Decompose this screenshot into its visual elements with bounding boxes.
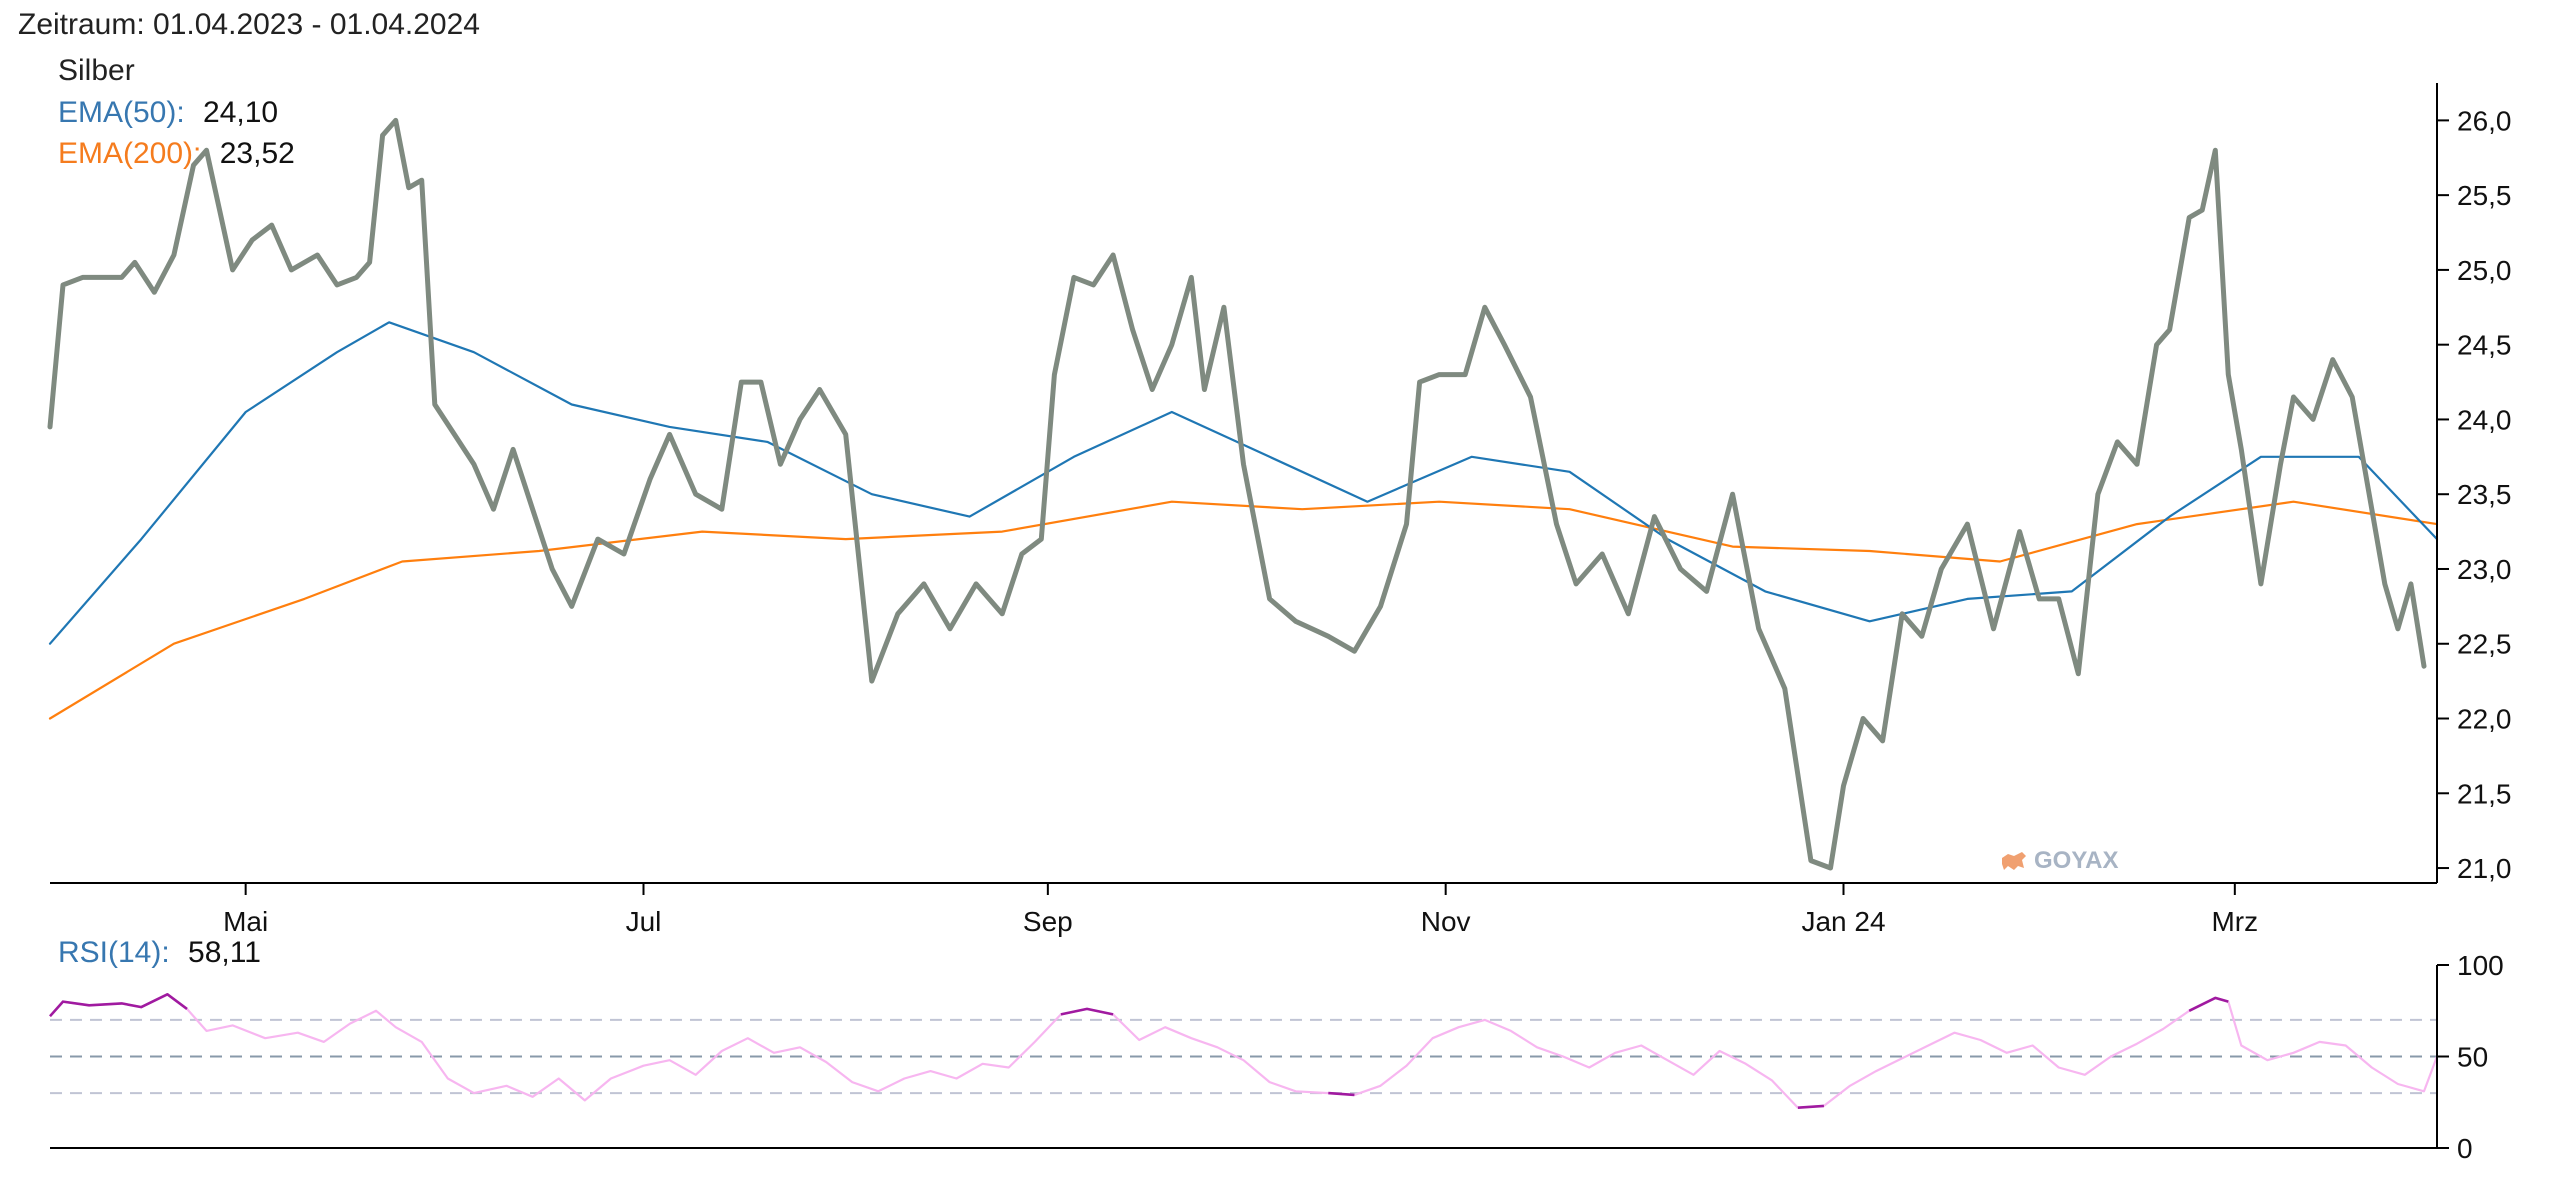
- watermark-text: GOYAX: [2034, 847, 2118, 874]
- y-tick-label: 21,5: [2457, 778, 2512, 809]
- goyax-watermark: GOYAX: [2002, 847, 2118, 874]
- x-tick-label: Sep: [1023, 906, 1073, 937]
- y-tick-label: 21,0: [2457, 853, 2512, 884]
- svg-text:EMA(50): 24,10: EMA(50): 24,10: [58, 96, 278, 129]
- x-tick-label: Jul: [626, 906, 662, 937]
- rsi-legend-value: 58,11: [188, 936, 261, 969]
- instrument-name: Silber: [58, 54, 135, 87]
- rsi-panel: 0 50 100: [49, 950, 2504, 1164]
- rsi-y-tick-label: 50: [2457, 1042, 2488, 1073]
- bull-logo-icon: [2002, 852, 2026, 870]
- x-tick-label: Nov: [1421, 906, 1471, 937]
- period-label: Zeitraum: 01.04.2023 - 01.04.2024: [18, 8, 480, 41]
- y-tick-label: 24,5: [2457, 330, 2512, 361]
- y-tick-label: 22,0: [2457, 704, 2512, 735]
- svg-text:EMA(200): 23,52: EMA(200): 23,52: [58, 137, 295, 170]
- series-line-ema-200: [48, 500, 2439, 720]
- y-tick-label: 26,0: [2457, 105, 2512, 136]
- rsi-extreme-segment: [1328, 1091, 1355, 1097]
- rsi-extreme-segment: [2188, 996, 2229, 1012]
- rsi-extreme-segment: [49, 992, 188, 1018]
- series-line-rsi-14: [49, 993, 2439, 1109]
- y-tick-label: 23,5: [2457, 479, 2512, 510]
- x-tick-label: Mrz: [2211, 906, 2258, 937]
- x-tick-label: Jan 24: [1801, 906, 1885, 937]
- rsi-y-tick-label: 0: [2457, 1133, 2473, 1164]
- rsi-y-tick-label: 100: [2457, 950, 2504, 981]
- y-tick-label: 24,0: [2457, 404, 2512, 435]
- y-tick-label: 25,0: [2457, 255, 2512, 286]
- ema200-legend-label: EMA(200):: [58, 137, 201, 170]
- series-line-silber: [47, 117, 2427, 871]
- rsi-legend-label: RSI(14):: [58, 936, 170, 969]
- rsi-extreme-segment: [1797, 1104, 1824, 1109]
- y-tick-label: 25,5: [2457, 180, 2512, 211]
- ema200-legend-value: 23,52: [220, 137, 295, 170]
- ema50-legend-value: 24,10: [203, 96, 278, 129]
- y-tick-label: 23,0: [2457, 554, 2512, 585]
- rsi-extreme-segment: [1060, 1007, 1114, 1016]
- x-tick-label: Mai: [223, 906, 268, 937]
- price-panel: 21,0 21,5 22,0 22,5 23,0 23,5 24,0 24,5 25,0 25,5…: [47, 83, 2512, 937]
- ema50-legend-label: EMA(50):: [58, 96, 185, 129]
- y-tick-label: 22,5: [2457, 629, 2512, 660]
- series-line-ema-50: [48, 321, 2439, 645]
- svg-text:RSI(14): 58,11: RSI(14): 58,11: [58, 936, 261, 969]
